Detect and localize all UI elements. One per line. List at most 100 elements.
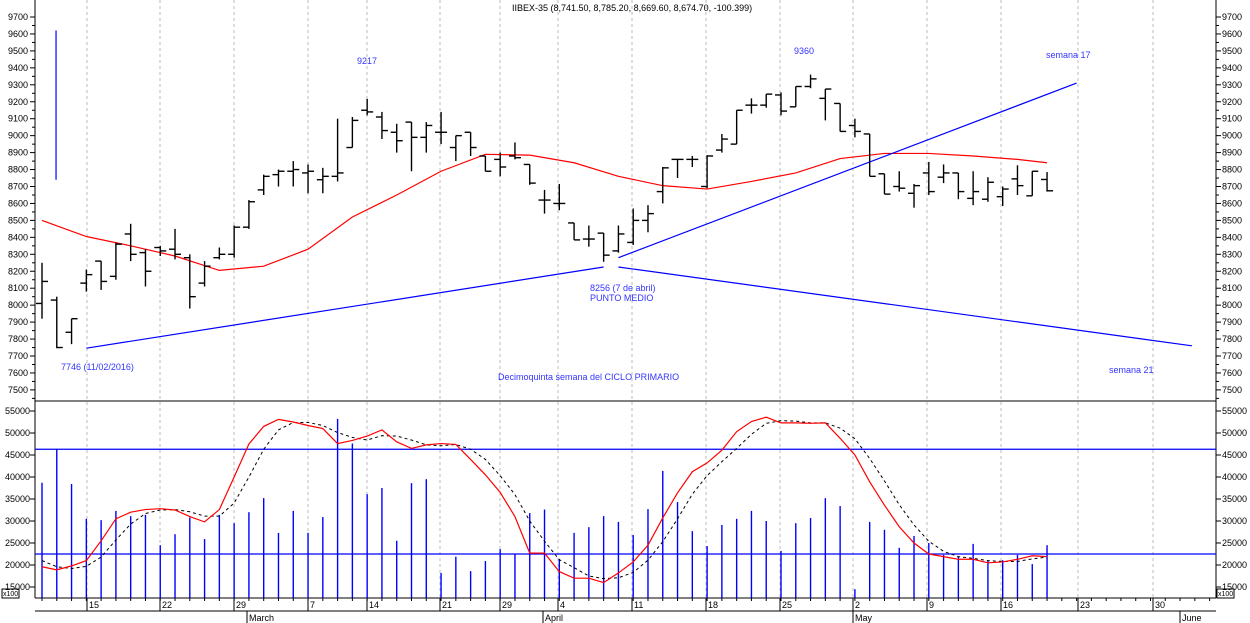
price-tick-label-left: 9400 — [8, 63, 28, 73]
price-tick-label-right: 9700 — [1222, 12, 1242, 22]
price-tick-label-left: 9300 — [8, 80, 28, 90]
price-tick-label-left: 8600 — [8, 198, 28, 208]
unit-box-left — [1, 588, 20, 599]
price-tick-label-left: 8200 — [8, 266, 28, 276]
oscillator-line — [41, 416, 1048, 584]
ohlc-bar — [420, 122, 433, 153]
osc-tick-label-right: 20000 — [1222, 560, 1247, 570]
ohlc-bar — [834, 102, 847, 133]
price-tick-label-right: 8400 — [1222, 232, 1242, 242]
date-label: 18 — [708, 600, 718, 610]
grid-lines — [86, 0, 1154, 598]
ohlc-bar — [80, 269, 93, 292]
ohlc-bar — [494, 152, 507, 177]
ohlc-bar — [464, 131, 477, 156]
ohlc-bar — [435, 111, 448, 145]
osc-tick-label-left: 20000 — [5, 560, 30, 570]
osc-tick-label-right: 35000 — [1222, 494, 1247, 504]
price-tick-label-right: 8900 — [1222, 148, 1242, 158]
ohlc-bar — [730, 109, 743, 145]
date-label: 23 — [1080, 600, 1090, 610]
price-tick-label-right: 8300 — [1222, 249, 1242, 259]
trend-line — [618, 82, 1077, 259]
ohlc-bar — [361, 98, 374, 116]
ohlc-bar — [331, 118, 344, 182]
ohlc-bar — [981, 177, 994, 202]
ohlc-bar — [1011, 165, 1024, 195]
unit-label-right: x100 — [1218, 591, 1233, 598]
ohlc-bar — [641, 205, 654, 233]
date-label: 15 — [89, 600, 99, 610]
ohlc-bar — [198, 261, 211, 287]
ohlc-bar — [36, 262, 48, 319]
date-label: 7 — [310, 600, 315, 610]
ohlc-bar — [95, 260, 108, 290]
osc-tick-label-left: 15000 — [5, 582, 30, 592]
ohlc-bar — [819, 88, 832, 121]
price-tick-label-left: 8500 — [8, 215, 28, 225]
osc-tick-label-right: 50000 — [1222, 428, 1247, 438]
price-tick-label-right: 8700 — [1222, 182, 1242, 192]
ohlc-bar — [183, 254, 196, 309]
month-label: April — [545, 613, 563, 623]
ohlc-bar — [568, 222, 581, 241]
price-tick-label-right: 9600 — [1222, 29, 1242, 39]
price-panel — [36, 30, 1192, 349]
ohlc-bar — [967, 171, 980, 206]
ohlc-bar — [715, 133, 728, 153]
annotation-semana-17: semana 17 — [1046, 50, 1091, 60]
ohlc-bar — [893, 171, 906, 192]
ohlc-bar — [553, 183, 566, 211]
ohlc-bar — [272, 169, 285, 187]
ohlc-bar — [65, 318, 78, 345]
ohlc-bar — [863, 133, 876, 178]
date-label: 30 — [1155, 600, 1165, 610]
price-tick-label-right: 7900 — [1222, 317, 1242, 327]
ohlc-bar — [449, 134, 462, 162]
osc-tick-label-left: 40000 — [5, 472, 30, 482]
unit-label-left: x100 — [3, 591, 18, 598]
price-tick-label-left: 9700 — [8, 12, 28, 22]
ohlc-bar — [213, 247, 226, 260]
price-tick-label-right: 8800 — [1222, 165, 1242, 175]
ohlc-bar — [242, 200, 255, 229]
price-tick-label-right: 8500 — [1222, 215, 1242, 225]
price-tick-label-left: 9500 — [8, 46, 28, 56]
month-label: March — [249, 613, 274, 623]
annotation-semana-21: semana 21 — [1109, 365, 1154, 375]
unit-box-right — [1216, 588, 1235, 599]
annotation-low-7746: 7746 (11/02/2016) — [61, 362, 134, 372]
price-tick-label-right: 7700 — [1222, 351, 1242, 361]
trend-line — [618, 266, 1192, 347]
annotation-high-9217: 9217 — [357, 56, 377, 66]
price-tick-label-right: 9000 — [1222, 131, 1242, 141]
month-label: June — [1182, 613, 1202, 623]
price-tick-label-left: 7800 — [8, 334, 28, 344]
ohlc-bar — [745, 98, 758, 114]
annotation-mid-value: 8256 (7 de abril) — [590, 283, 656, 293]
date-label: 11 — [634, 600, 643, 610]
ohlc-bar — [1026, 170, 1039, 197]
month-label: May — [855, 613, 873, 623]
trend-line — [86, 266, 604, 349]
ohlc-bar — [124, 223, 137, 262]
price-tick-label-left: 8900 — [8, 148, 28, 158]
price-tick-label-right: 9500 — [1222, 46, 1242, 56]
ohlc-bar — [937, 164, 950, 184]
ohlc-bar — [656, 167, 669, 204]
date-label: 14 — [369, 600, 379, 610]
ohlc-bar — [597, 232, 610, 262]
ohlc-bar — [109, 242, 122, 280]
price-tick-label-right: 8000 — [1222, 300, 1242, 310]
osc-tick-label-right: 15000 — [1222, 582, 1247, 592]
ohlc-bar — [701, 155, 714, 189]
ohlc-bar — [479, 155, 492, 172]
price-tick-label-right: 9200 — [1222, 97, 1242, 107]
price-tick-label-right: 9100 — [1222, 114, 1242, 124]
price-tick-label-right: 8100 — [1222, 283, 1242, 293]
price-tick-label-right: 9400 — [1222, 63, 1242, 73]
ohlc-bar — [922, 161, 935, 195]
price-tick-label-left: 9200 — [8, 97, 28, 107]
osc-tick-label-left: 35000 — [5, 494, 30, 504]
